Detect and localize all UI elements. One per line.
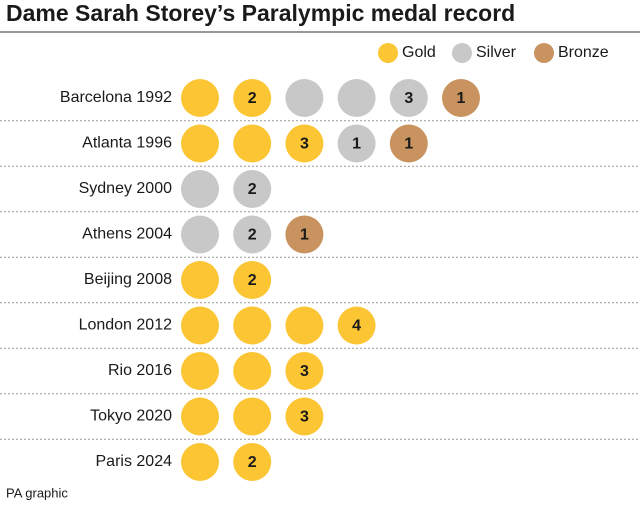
- row-label: Paris 2024: [96, 453, 173, 470]
- row-label: Barcelona 1992: [60, 89, 172, 106]
- row-label: London 2012: [79, 317, 173, 334]
- medal-count: 3: [300, 363, 309, 380]
- medal-count: 2: [248, 454, 257, 471]
- medal-count: 2: [248, 272, 257, 289]
- medal: [285, 352, 324, 390]
- medal-count: 4: [352, 318, 361, 335]
- medal-count: 3: [404, 90, 413, 107]
- legend-label: Gold: [402, 44, 436, 61]
- row-label: Rio 2016: [108, 362, 172, 379]
- medal: [337, 79, 376, 117]
- row-label: Tokyo 2020: [90, 408, 172, 425]
- medal: [181, 215, 219, 254]
- legend-swatch: [534, 43, 554, 63]
- medal: [285, 215, 324, 254]
- medal: [233, 79, 272, 117]
- medal: [337, 306, 376, 345]
- medal: [389, 124, 428, 163]
- medal: [233, 215, 272, 254]
- medal: [233, 170, 272, 208]
- medal-count: 2: [248, 227, 257, 244]
- medal-count: 1: [404, 136, 413, 153]
- medal: [233, 352, 272, 390]
- medal: [285, 397, 324, 436]
- medal: [181, 352, 219, 390]
- medal-count: 1: [300, 227, 309, 244]
- medal: [337, 124, 376, 163]
- medal: [181, 124, 219, 163]
- medal-count: 3: [300, 136, 309, 153]
- medal: [181, 443, 219, 481]
- legend-swatch: [378, 43, 398, 63]
- medal: [233, 443, 272, 481]
- medal-count: 1: [352, 136, 361, 153]
- medal: [181, 397, 219, 436]
- medal: [181, 306, 219, 345]
- medal-count: 2: [248, 181, 257, 198]
- medal-count: 3: [300, 409, 309, 426]
- medal: [285, 124, 324, 163]
- title: Dame Sarah Storey’s Paralympic medal rec…: [6, 0, 515, 26]
- footer: PA graphic: [6, 485, 68, 500]
- legend-label: Silver: [476, 44, 517, 61]
- medal: [181, 261, 219, 299]
- row-label: Atlanta 1996: [82, 135, 172, 152]
- medal: [389, 79, 428, 117]
- row-label: Sydney 2000: [79, 180, 173, 197]
- row-label: Athens 2004: [82, 226, 172, 243]
- row-label: Beijing 2008: [84, 271, 172, 288]
- medal: [233, 306, 272, 345]
- medal-count: 2: [248, 90, 257, 107]
- medal-count: 1: [457, 90, 466, 107]
- legend-label: Bronze: [558, 44, 609, 61]
- medal: [285, 306, 324, 345]
- medal: [233, 124, 272, 163]
- medal: [442, 79, 480, 117]
- medal: [285, 79, 324, 117]
- medal: [181, 79, 219, 117]
- medal: [233, 397, 272, 436]
- legend-swatch: [452, 43, 472, 63]
- medal: [233, 261, 272, 299]
- medal: [181, 170, 219, 208]
